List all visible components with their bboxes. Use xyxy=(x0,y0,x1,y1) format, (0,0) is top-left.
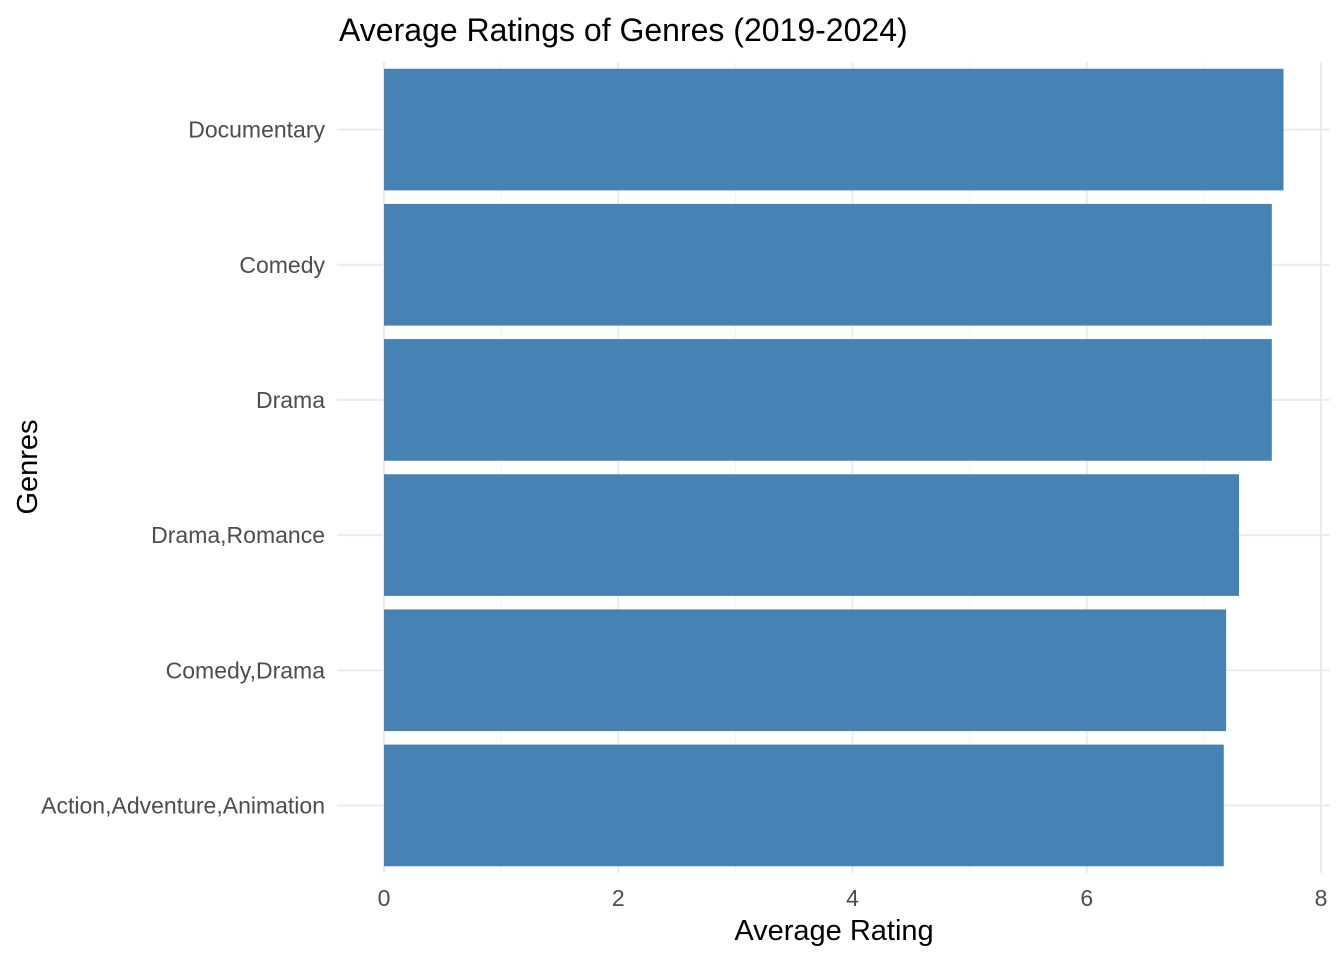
x-tick-label: 4 xyxy=(846,885,859,911)
bar-comedy xyxy=(384,203,1272,326)
x-tick-label: 0 xyxy=(378,885,391,911)
x-tick-label: 6 xyxy=(1080,885,1093,911)
bar-comedy-drama xyxy=(384,609,1227,732)
y-tick-label: Documentary xyxy=(188,117,325,143)
y-axis-title: Genres xyxy=(12,419,44,514)
x-tick-label: 8 xyxy=(1315,885,1328,911)
y-tick-label: Action,Adventure,Animation xyxy=(41,792,325,818)
bar-drama xyxy=(384,339,1272,461)
bar-documentary xyxy=(384,68,1284,191)
y-tick-label: Drama xyxy=(256,387,325,413)
chart-title: Average Ratings of Genres (2019-2024) xyxy=(339,12,908,48)
x-axis-title: Average Rating xyxy=(734,915,933,947)
bar-drama-romance xyxy=(384,474,1240,596)
x-axis-ticks: 0 2 4 6 8 xyxy=(378,885,1328,911)
bar-action-adventure-animation xyxy=(384,744,1224,867)
x-tick-label: 2 xyxy=(612,885,625,911)
y-axis-ticks: Documentary Comedy Drama Drama,Romance Comed… xyxy=(41,117,325,819)
y-tick-label: Comedy,Drama xyxy=(166,657,326,683)
bars xyxy=(384,68,1284,867)
y-tick-label: Drama,Romance xyxy=(151,522,325,548)
y-tick-label: Comedy xyxy=(239,252,325,278)
